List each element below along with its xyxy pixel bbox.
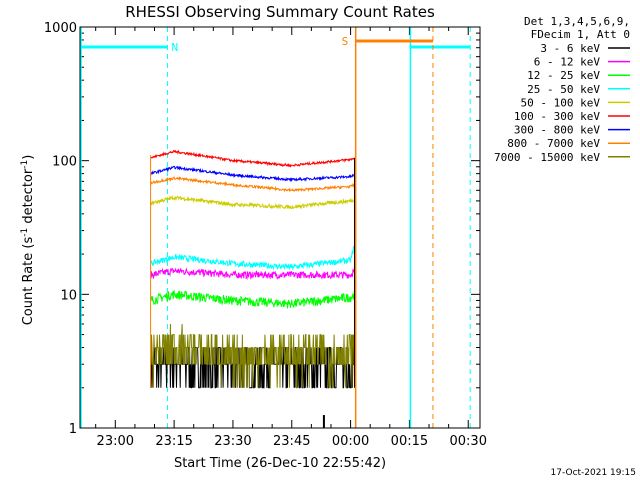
- axes: 23:00 23:15 23:30 23:45 00:00 00:15 00:30 1 10 10…: [44, 21, 487, 449]
- y-tick-label: 100: [52, 155, 77, 170]
- y-axis-label: Count Rate (s-1 detector-1): [20, 155, 36, 326]
- legend-entry-label: 7000 - 15000 keV: [494, 151, 600, 164]
- legend: Det 1,3,4,5,6,9,FDecim 1, Att 03 - 6 keV…: [494, 15, 630, 164]
- legend-entry-label: 100 - 300 keV: [514, 110, 600, 123]
- x-tick-label: 00:15: [391, 434, 428, 449]
- chart-title: RHESSI Observing Summary Count Rates: [125, 3, 435, 21]
- plot-frame: [79, 26, 481, 429]
- x-axis-label: Start Time (26-Dec-10 22:55:42): [174, 456, 386, 471]
- render-timestamp: 17-Oct-2021 19:15: [551, 468, 636, 478]
- y-axis-label-sup2: -1: [20, 160, 30, 169]
- legend-entry-label: 300 - 800 keV: [514, 124, 600, 137]
- legend-entry-label: 6 - 12 keV: [534, 56, 601, 69]
- data-series: [150, 149, 356, 428]
- legend-entry-label: 3 - 6 keV: [540, 42, 600, 55]
- series-line-8: [150, 323, 355, 389]
- x-tick-label: 23:30: [214, 434, 251, 449]
- saa-marker-label: S: [342, 35, 349, 48]
- legend-entry-label: 12 - 25 keV: [527, 69, 600, 82]
- series-line-1: [150, 267, 355, 281]
- x-tick-label: 23:15: [155, 434, 192, 449]
- legend-header-line: Det 1,3,4,5,6,9,: [524, 15, 630, 28]
- legend-entry-label: 50 - 100 keV: [521, 96, 601, 109]
- y-axis-label-main: Count Rate (s: [21, 237, 36, 326]
- night-marker-label: N: [171, 41, 178, 54]
- y-tick-label: 1: [69, 422, 77, 437]
- series-line-4: [150, 195, 355, 210]
- y-axis-label-mid: detector: [21, 168, 36, 228]
- x-tick-label: 23:45: [273, 434, 310, 449]
- x-tick-label: 00:00: [332, 434, 369, 449]
- series-line-5: [150, 149, 355, 168]
- y-axis-label-sup1: -1: [20, 228, 30, 237]
- legend-entry-label: 25 - 50 keV: [527, 83, 600, 96]
- series-line-3: [150, 245, 355, 271]
- y-tick-label: 10: [60, 288, 77, 303]
- series-line-7: [150, 176, 355, 193]
- legend-header-line: FDecim 1, Att 0: [531, 28, 630, 41]
- series-line-2: [150, 290, 355, 309]
- y-tick-label: 1000: [44, 21, 77, 36]
- y-axis-label-end: ): [21, 155, 36, 160]
- series-line-6: [150, 165, 355, 183]
- x-tick-label: 00:30: [450, 434, 487, 449]
- plot-border: [79, 26, 481, 429]
- legend-entry-label: 800 - 7000 keV: [507, 137, 600, 150]
- x-tick-label: 23:00: [97, 434, 134, 449]
